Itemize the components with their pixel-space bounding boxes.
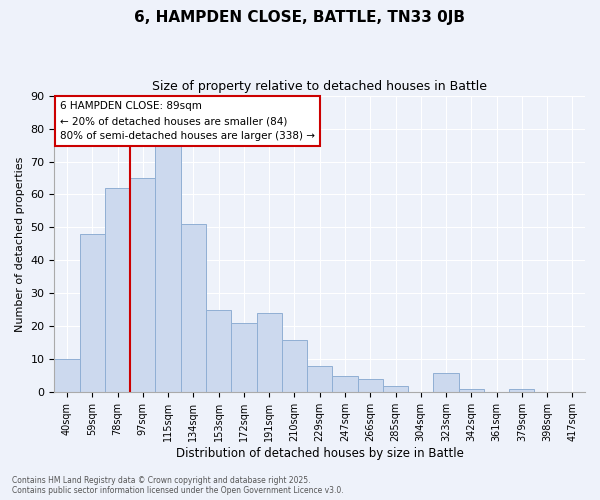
Bar bbox=[155, 145, 181, 392]
Bar bbox=[55, 360, 80, 392]
Bar bbox=[458, 389, 484, 392]
Bar bbox=[433, 372, 458, 392]
Bar bbox=[80, 234, 105, 392]
Bar bbox=[130, 178, 155, 392]
Bar bbox=[231, 323, 257, 392]
Bar bbox=[383, 386, 408, 392]
X-axis label: Distribution of detached houses by size in Battle: Distribution of detached houses by size … bbox=[176, 447, 464, 460]
Title: Size of property relative to detached houses in Battle: Size of property relative to detached ho… bbox=[152, 80, 487, 93]
Bar bbox=[509, 389, 535, 392]
Bar bbox=[206, 310, 231, 392]
Bar bbox=[257, 313, 282, 392]
Bar bbox=[282, 340, 307, 392]
Text: Contains HM Land Registry data © Crown copyright and database right 2025.
Contai: Contains HM Land Registry data © Crown c… bbox=[12, 476, 344, 495]
Bar bbox=[307, 366, 332, 392]
Text: 6, HAMPDEN CLOSE, BATTLE, TN33 0JB: 6, HAMPDEN CLOSE, BATTLE, TN33 0JB bbox=[134, 10, 466, 25]
Y-axis label: Number of detached properties: Number of detached properties bbox=[15, 156, 25, 332]
Bar bbox=[105, 188, 130, 392]
Bar bbox=[332, 376, 358, 392]
Text: 6 HAMPDEN CLOSE: 89sqm
← 20% of detached houses are smaller (84)
80% of semi-det: 6 HAMPDEN CLOSE: 89sqm ← 20% of detached… bbox=[60, 102, 315, 141]
Bar bbox=[181, 224, 206, 392]
Bar bbox=[358, 379, 383, 392]
